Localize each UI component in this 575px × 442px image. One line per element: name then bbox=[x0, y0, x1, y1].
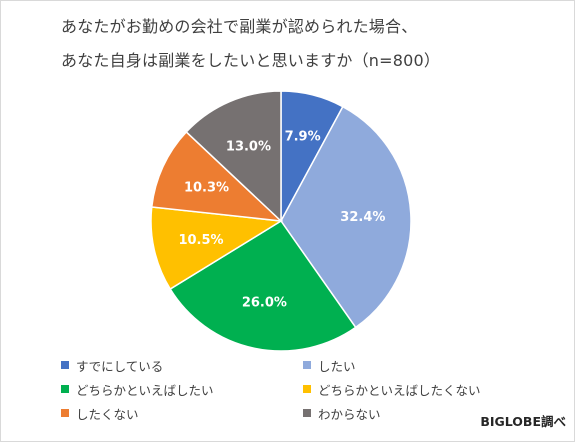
data-label-2: 32.4% bbox=[340, 210, 385, 225]
legend-swatch bbox=[61, 361, 69, 369]
chart-title-line-1: あなたがお勤めの会社で副業が認められた場合、 bbox=[61, 17, 418, 36]
pie-slice-2 bbox=[280, 105, 412, 329]
legend-swatch bbox=[303, 409, 311, 417]
pie-slice-3 bbox=[169, 219, 357, 352]
legend-item-6: わからない bbox=[303, 405, 381, 422]
legend-label: すでにしている bbox=[76, 358, 164, 374]
data-label-6: 13.0% bbox=[226, 140, 271, 155]
legend-item-4: どちらかといえばしたくない bbox=[303, 381, 481, 398]
legend-swatch bbox=[303, 385, 311, 393]
data-label-1: 7.9% bbox=[285, 130, 321, 145]
pie-slice-6 bbox=[185, 90, 282, 223]
legend-item-5: したくない bbox=[61, 405, 139, 422]
legend-label: したい bbox=[318, 358, 356, 374]
legend-item-3: どちらかといえばしたい bbox=[61, 381, 214, 398]
data-label-4: 10.5% bbox=[178, 233, 223, 248]
pie-slice-4 bbox=[150, 206, 284, 291]
legend-swatch bbox=[303, 361, 311, 369]
legend-item-2: したい bbox=[303, 357, 356, 374]
data-label-5: 10.3% bbox=[184, 181, 229, 196]
legend-label: したくない bbox=[76, 406, 139, 422]
legend-label: どちらかといえばしたくない bbox=[318, 382, 481, 398]
pie-slice-5 bbox=[150, 130, 284, 222]
data-label-3: 26.0% bbox=[242, 295, 287, 310]
chart-title-line-2: あなた自身は副業をしたいと思いますか（n=800） bbox=[61, 51, 441, 70]
legend-label: わからない bbox=[318, 406, 381, 422]
legend-item-1: すでにしている bbox=[61, 357, 164, 374]
legend-swatch bbox=[61, 409, 69, 417]
legend-label: どちらかといえばしたい bbox=[76, 382, 214, 398]
legend-swatch bbox=[61, 385, 69, 393]
source-credit: BIGLOBE調べ bbox=[480, 414, 566, 429]
